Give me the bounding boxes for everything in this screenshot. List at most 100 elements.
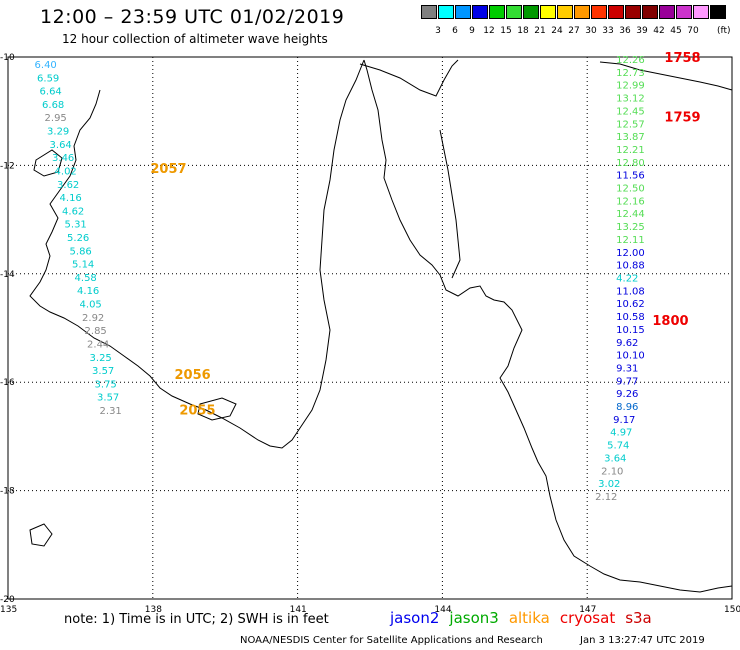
pass-time-label: 2055 bbox=[179, 403, 215, 418]
legend-label: 27 bbox=[568, 26, 580, 36]
wave-height-value: 2.10 bbox=[601, 466, 623, 477]
wave-height-value: 12.26 bbox=[616, 55, 645, 66]
wave-height-value: 3.64 bbox=[604, 453, 626, 464]
wave-height-value: 3.64 bbox=[50, 140, 72, 151]
wave-height-value: 3.57 bbox=[97, 393, 119, 404]
wave-height-value: 10.58 bbox=[616, 312, 645, 323]
lat-label: -12 bbox=[0, 161, 15, 171]
wave-height-value: 3.29 bbox=[47, 127, 69, 138]
altimeter-tracks: 6.40 6.59 6.64 6.68 2.95 3.29 3.64 3.46 4.02 3.62… bbox=[35, 55, 645, 503]
wave-height-value: 12.44 bbox=[616, 209, 645, 220]
map-subtitle: 12 hour collection of altimeter wave hei… bbox=[62, 32, 328, 46]
legend-swatch bbox=[710, 5, 726, 19]
wave-height-value: 12.99 bbox=[616, 81, 645, 92]
coast-cape-york bbox=[363, 59, 733, 593]
legend-label: 30 bbox=[585, 26, 597, 36]
lat-label: -18 bbox=[0, 487, 15, 497]
legend-unit: (ft) bbox=[717, 26, 731, 36]
pass-time-label: 1759 bbox=[664, 111, 700, 126]
wave-height-value: 10.88 bbox=[616, 261, 645, 272]
legend-label: 3 bbox=[435, 26, 441, 36]
legend-swatch bbox=[642, 5, 658, 19]
credit-line: NOAA/NESDIS Center for Satellite Applica… bbox=[240, 635, 543, 646]
legend-swatch bbox=[591, 5, 607, 19]
pass-time-label: 2057 bbox=[150, 162, 186, 177]
pass-time-label: 1758 bbox=[664, 51, 700, 66]
lon-label: 150 bbox=[724, 605, 740, 615]
lat-label: -14 bbox=[0, 270, 15, 280]
lon-label: 144 bbox=[434, 605, 451, 615]
satellite-name: s3a bbox=[625, 609, 652, 627]
pass-time-label: 2056 bbox=[175, 368, 211, 383]
coast-png-east bbox=[599, 61, 733, 91]
wave-height-value: 4.58 bbox=[75, 273, 97, 284]
satellite-name: cryosat bbox=[559, 609, 616, 627]
coastline bbox=[29, 59, 733, 593]
wave-height-value: 5.74 bbox=[607, 441, 629, 452]
lon-label: 147 bbox=[579, 605, 596, 615]
legend-swatch bbox=[506, 5, 522, 19]
lon-label: 138 bbox=[145, 605, 162, 615]
legend-swatch bbox=[659, 5, 675, 19]
wave-height-value: 9.77 bbox=[616, 376, 638, 387]
wave-height-value: 4.97 bbox=[610, 428, 632, 439]
wave-height-value: 3.46 bbox=[52, 153, 74, 164]
legend-label: 45 bbox=[670, 26, 682, 36]
wave-height-value: 2.44 bbox=[87, 339, 109, 350]
coast-mornington bbox=[197, 397, 237, 421]
wave-height-value: 2.31 bbox=[100, 406, 122, 417]
wave-height-value: 9.31 bbox=[616, 363, 638, 374]
wave-height-value: 12.21 bbox=[616, 145, 645, 156]
wave-height-value: 2.92 bbox=[82, 313, 104, 324]
legend-label: 24 bbox=[551, 26, 563, 36]
wave-height-value: 4.62 bbox=[62, 206, 84, 217]
lon-label: 135 bbox=[0, 605, 17, 615]
wave-height-value: 4.02 bbox=[55, 166, 77, 177]
legend-swatch bbox=[608, 5, 624, 19]
wave-height-value: 9.62 bbox=[616, 338, 638, 349]
wave-height-value: 9.26 bbox=[616, 389, 638, 400]
time-labels: 2057 2056 2055 1758 1759 1800 bbox=[150, 51, 700, 418]
wave-height-value: 3.75 bbox=[95, 379, 117, 390]
wave-height-value: 3.57 bbox=[92, 366, 114, 377]
wave-height-value: 5.26 bbox=[67, 233, 89, 244]
legend-swatch bbox=[438, 5, 454, 19]
coast-groote bbox=[33, 149, 63, 177]
wave-height-value: 2.12 bbox=[595, 492, 617, 503]
lon-label: 141 bbox=[290, 605, 307, 615]
wave-height-value: 5.14 bbox=[72, 260, 94, 271]
legend-swatch bbox=[625, 5, 641, 19]
coast-new-guinea bbox=[359, 59, 459, 97]
coast-gulf-east bbox=[29, 59, 365, 449]
wave-height-value: 6.64 bbox=[40, 87, 62, 98]
wave-height-value: 4.16 bbox=[77, 286, 99, 297]
pass-time-label: 1800 bbox=[652, 314, 688, 329]
legend-label: 36 bbox=[619, 26, 631, 36]
wave-height-value: 3.25 bbox=[90, 353, 112, 364]
wave-height-value: 12.50 bbox=[616, 184, 645, 195]
legend-label: 33 bbox=[602, 26, 614, 36]
wave-height-value: 13.25 bbox=[616, 222, 645, 233]
coast-torres bbox=[439, 129, 461, 279]
wave-height-value: 9.17 bbox=[613, 415, 635, 426]
legend-swatch bbox=[523, 5, 539, 19]
wave-height-value: 5.31 bbox=[65, 220, 87, 231]
wave-height-value: 4.22 bbox=[616, 274, 638, 285]
legend-label: 21 bbox=[534, 26, 546, 36]
wave-height-value: 11.56 bbox=[616, 171, 645, 182]
wave-height-value: 5.86 bbox=[70, 246, 92, 257]
satellite-name: jason3 bbox=[449, 609, 499, 627]
wave-height-value: 12.16 bbox=[616, 196, 645, 207]
wave-height-value: 4.05 bbox=[80, 300, 102, 311]
generation-timestamp: Jan 3 13:27:47 UTC 2019 bbox=[580, 635, 705, 646]
wave-height-value: 3.62 bbox=[57, 180, 79, 191]
lat-label: -16 bbox=[0, 378, 15, 388]
wave-height-value: 3.02 bbox=[598, 479, 620, 490]
wave-height-value: 13.87 bbox=[616, 132, 645, 143]
wave-height-value: 6.68 bbox=[42, 100, 64, 111]
legend-label: 12 bbox=[483, 26, 495, 36]
wave-height-value: 4.16 bbox=[60, 193, 82, 204]
map-frame bbox=[7, 56, 733, 600]
